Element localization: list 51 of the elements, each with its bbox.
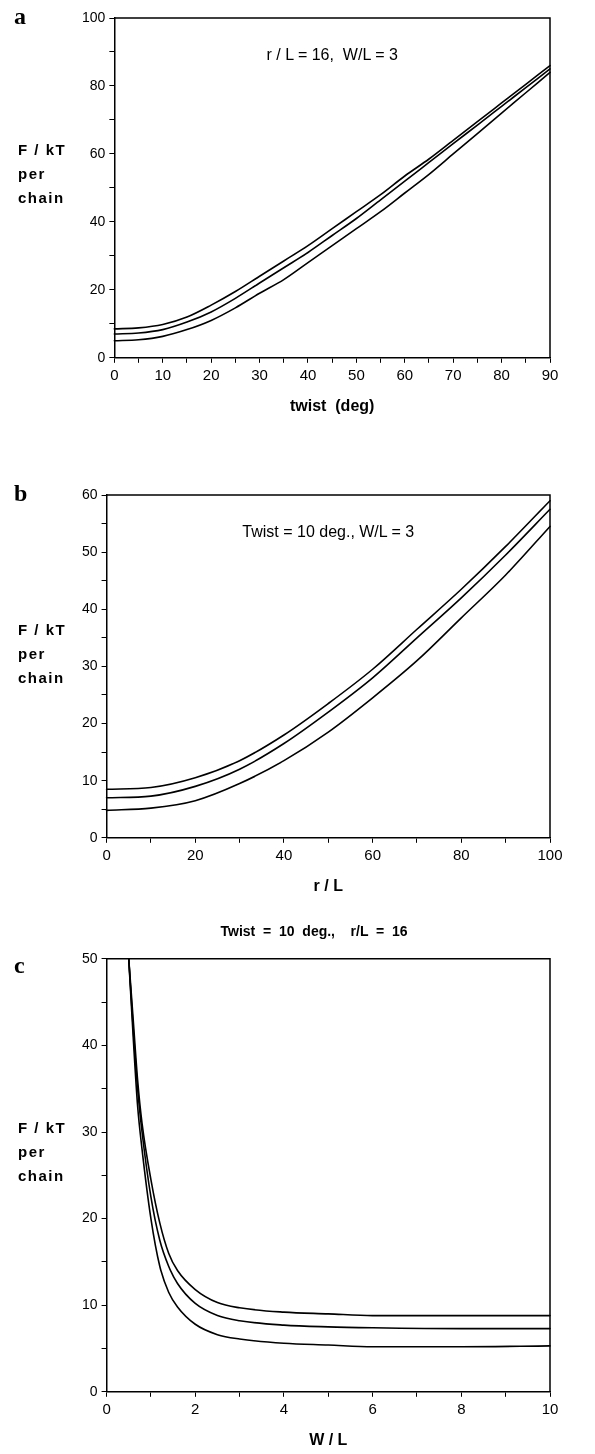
- y-tick-label: 40: [89, 212, 106, 229]
- annotation: Twist = 10 deg., W/L = 3: [242, 523, 415, 541]
- y-axis-title: F / kT per chain: [18, 1117, 68, 1186]
- y-tick-label: 30: [81, 1122, 98, 1139]
- x-axis-title: twist (deg): [289, 396, 375, 414]
- x-tick-label: 80: [452, 845, 470, 863]
- x-tick-label: 60: [364, 845, 381, 863]
- y-tick-label: 60: [81, 485, 98, 502]
- x-tick-label: 50: [348, 365, 365, 383]
- y-tick-label: 60: [89, 144, 106, 161]
- y-tick-label: 10: [81, 1296, 98, 1313]
- y-tick-label: 10: [81, 771, 98, 788]
- x-tick-label: 10: [154, 365, 172, 383]
- x-tick-label: 10: [541, 1399, 559, 1417]
- y-tick-label: 50: [81, 949, 98, 966]
- x-tick-label: 20: [186, 845, 204, 863]
- annotation: r / L = 16, W/L = 3: [266, 46, 398, 64]
- y-tick-label: 20: [89, 280, 106, 297]
- y-tick-label: 30: [81, 657, 98, 674]
- x-axis-title: r / L: [313, 876, 344, 894]
- x-tick-label: 90: [541, 365, 559, 383]
- x-tick-label: 4: [279, 1399, 289, 1417]
- x-tick-label: 70: [444, 365, 462, 383]
- text: c: [14, 952, 25, 978]
- y-tick-label: 40: [81, 600, 98, 617]
- y-tick-label: 80: [89, 76, 106, 93]
- y-tick-label: 0: [97, 348, 106, 365]
- x-tick-label: 6: [368, 1399, 377, 1417]
- chart-title: Twist = 10 deg., r/L = 16: [220, 923, 408, 940]
- y-tick-label: 0: [89, 828, 98, 845]
- x-tick-label: 100: [537, 845, 563, 863]
- y-tick-label: 0: [89, 1382, 98, 1399]
- x-tick-label: 80: [493, 365, 510, 383]
- y-tick-label: 40: [81, 1036, 98, 1053]
- x-tick-label: 20: [202, 365, 220, 383]
- x-tick-label: 60: [396, 365, 414, 383]
- x-tick-label: 2: [191, 1399, 200, 1417]
- x-tick-label: 0: [110, 365, 119, 383]
- x-tick-label: 40: [299, 365, 317, 383]
- x-axis-title: W / L: [309, 1430, 348, 1448]
- y-tick-label: 20: [81, 714, 98, 731]
- text: a: [14, 3, 26, 30]
- y-axis-title: F / kT per chain: [18, 619, 68, 688]
- text: b: [14, 480, 28, 507]
- y-axis-title: F / kT per chain: [18, 140, 68, 208]
- y-tick-label: 50: [81, 542, 98, 559]
- x-tick-label: 8: [457, 1399, 466, 1417]
- x-tick-label: 30: [251, 365, 268, 383]
- y-tick-label: 100: [82, 8, 106, 25]
- x-tick-label: 40: [275, 845, 293, 863]
- y-tick-label: 20: [81, 1209, 98, 1226]
